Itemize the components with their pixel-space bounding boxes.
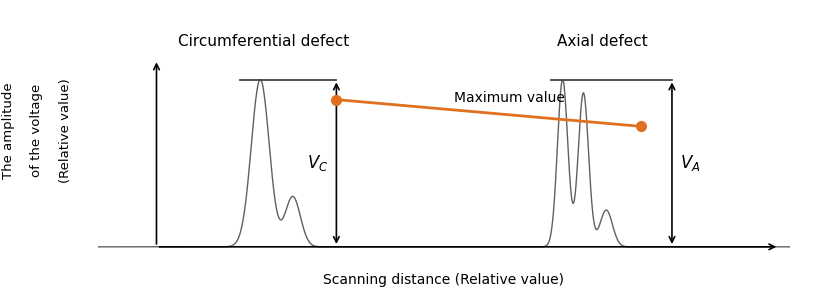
Text: Scanning distance (Relative value): Scanning distance (Relative value)	[323, 273, 564, 287]
Text: Maximum value: Maximum value	[454, 90, 565, 105]
Text: of the voltage: of the voltage	[30, 84, 43, 177]
Text: The amplitude: The amplitude	[2, 82, 15, 179]
Text: $V_A$: $V_A$	[681, 153, 701, 173]
Text: Axial defect: Axial defect	[558, 35, 648, 49]
Text: (Relative value): (Relative value)	[59, 78, 72, 183]
Text: Circumferential defect: Circumferential defect	[178, 35, 349, 49]
Text: $V_C$: $V_C$	[307, 153, 328, 173]
